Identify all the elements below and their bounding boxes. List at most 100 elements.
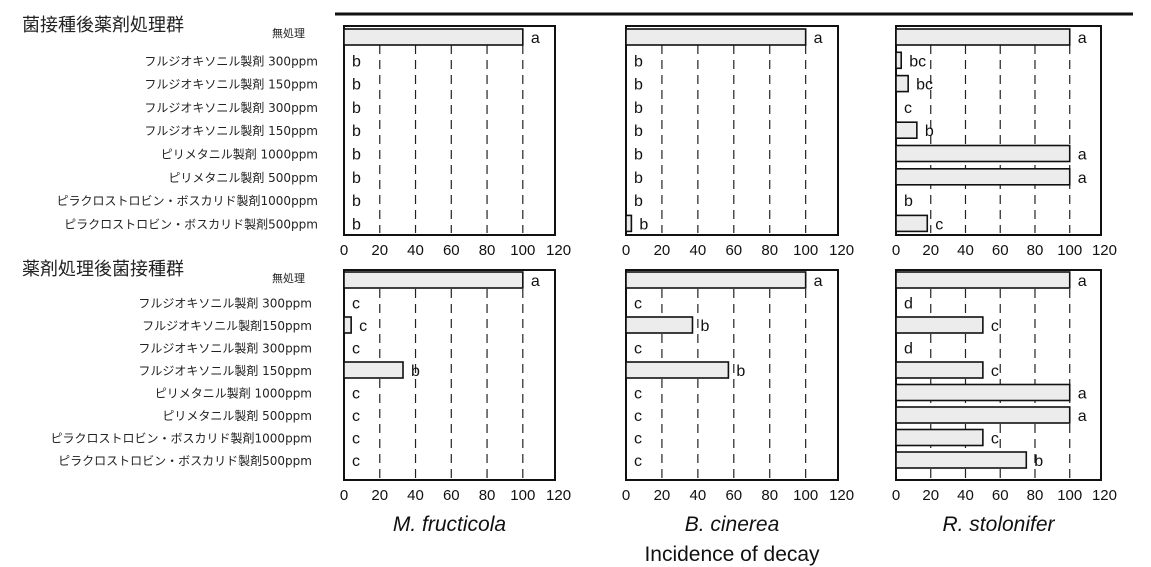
treatment-label: フルジオキソニル製剤 300ppm	[144, 53, 318, 68]
x-tick-label: 100	[793, 487, 818, 504]
treatment-label: フルジオキソニル製剤150ppm	[142, 318, 312, 333]
significance-letter: b	[904, 193, 913, 210]
x-tick-label: 0	[622, 242, 630, 259]
x-tick-label: 80	[1027, 242, 1044, 259]
x-tick-label: 120	[546, 487, 571, 504]
bar	[895, 361, 984, 379]
x-tick-label: 60	[992, 242, 1009, 259]
significance-letter: b	[634, 123, 643, 140]
significance-letter: c	[352, 386, 360, 403]
organism-label: R. stolonifer	[942, 513, 1055, 536]
bar	[895, 383, 1071, 402]
x-tick-label: 120	[546, 242, 571, 259]
treatment-label: ピリメタニル製剤 500ppm	[162, 408, 312, 423]
x-tick-label: 80	[479, 242, 496, 259]
x-tick-label: 40	[690, 487, 707, 504]
significance-letter: b	[634, 77, 643, 94]
treatment-label: ピリメタニル製剤 1000ppm	[161, 147, 318, 162]
significance-letter: c	[634, 296, 642, 313]
x-tick-label: 100	[510, 242, 535, 259]
x-tick-label: 40	[407, 242, 424, 259]
significance-letter: b	[352, 193, 361, 210]
panel-frame	[625, 25, 839, 236]
significance-letter: a	[1078, 273, 1087, 290]
x-tick-label: 120	[1092, 242, 1117, 259]
x-tick-label: 60	[443, 487, 460, 504]
bar	[895, 168, 1071, 186]
x-tick-label: 60	[992, 487, 1009, 504]
significance-letter: b	[352, 170, 361, 187]
significance-letter: b	[925, 123, 934, 140]
significance-letter: c	[359, 318, 367, 335]
significance-letter: b	[352, 77, 361, 94]
x-tick-label: 0	[892, 242, 900, 259]
treatment-label: フルジオキソニル製剤 300ppm	[144, 100, 318, 115]
bar	[625, 361, 730, 379]
bar	[895, 28, 1071, 46]
significance-letter: b	[352, 147, 361, 164]
significance-letter: a	[531, 273, 540, 290]
significance-letter: c	[634, 341, 642, 358]
significance-letter: a	[1078, 30, 1087, 47]
treatment-label: ピラクロストロビン・ボスカリド製剤1000ppm	[57, 193, 318, 208]
treatment-label: ピラクロストロビン・ボスカリド製剤500ppm	[58, 453, 312, 468]
significance-letter: bc	[916, 77, 933, 94]
significance-letter: b	[1034, 453, 1043, 470]
treatment-label: フルジオキソニル製剤 150ppm	[144, 77, 318, 92]
x-tick-label: 120	[829, 242, 854, 259]
bar	[343, 361, 404, 379]
significance-letter: c	[634, 453, 642, 470]
significance-letter: c	[991, 363, 999, 380]
significance-letter: c	[991, 318, 999, 335]
x-tick-label: 0	[622, 487, 630, 504]
treatment-label: ピラクロストロビン・ボスカリド製剤500ppm	[64, 216, 318, 231]
bar	[343, 316, 352, 334]
significance-letter: b	[634, 193, 643, 210]
treatment-label: ピリメタニル製剤 1000ppm	[155, 386, 312, 401]
x-tick-label: 20	[654, 242, 671, 259]
x-tick-label: 40	[690, 242, 707, 259]
significance-letter: b	[352, 123, 361, 140]
x-tick-label: 120	[1092, 487, 1117, 504]
x-tick-label: 20	[922, 487, 939, 504]
significance-letter: d	[904, 296, 913, 313]
bar	[343, 28, 524, 46]
x-tick-label: 20	[922, 242, 939, 259]
x-tick-label: 0	[892, 487, 900, 504]
significance-letter: b	[352, 53, 361, 70]
significance-letter: a	[1078, 147, 1087, 164]
significance-letter: b	[411, 363, 420, 380]
axis-titles: M. fructicola B. cinerea R. stolonifer Inci…	[393, 513, 1056, 566]
treatment-label: フルジオキソニル製剤 300ppm	[138, 341, 312, 356]
significance-letter: b	[634, 147, 643, 164]
significance-letter: c	[352, 453, 360, 470]
significance-letter: b	[700, 318, 709, 335]
control-label: 無処理	[272, 271, 305, 285]
x-tick-label: 80	[761, 242, 778, 259]
significance-letter: c	[935, 216, 943, 233]
significance-letter: c	[352, 341, 360, 358]
x-tick-label: 60	[725, 487, 742, 504]
group-title: 菌接種後薬剤処理群	[22, 15, 184, 36]
significance-letter: a	[531, 30, 540, 47]
x-tick-label: 100	[1057, 242, 1082, 259]
bar	[895, 74, 909, 93]
x-tick-label: 60	[725, 242, 742, 259]
control-label: 無処理	[272, 26, 305, 40]
x-tick-label: 100	[1057, 487, 1082, 504]
group-title: 薬剤処理後菌接種群	[22, 259, 184, 280]
treatment-label: フルジオキソニル製剤 150ppm	[138, 363, 312, 378]
significance-letter: a	[1078, 386, 1087, 403]
significance-letter: c	[634, 431, 642, 448]
x-tick-label: 40	[407, 487, 424, 504]
organism-label: B. cinerea	[685, 513, 780, 536]
bar	[343, 271, 524, 289]
significance-letter: a	[1078, 170, 1087, 187]
significance-letter: c	[634, 408, 642, 425]
